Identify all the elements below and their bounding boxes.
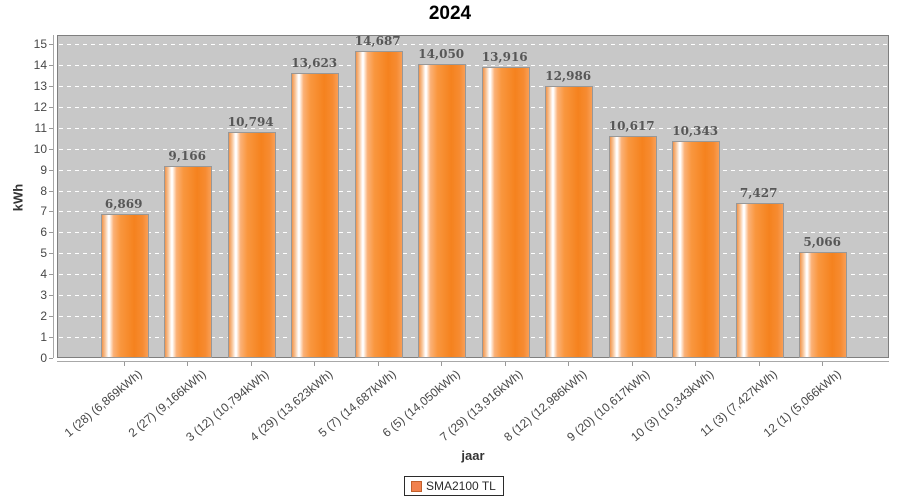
y-axis-line [53, 35, 54, 358]
gridline [59, 232, 887, 234]
y-tick-label: 11 [34, 120, 47, 135]
plot-area [57, 35, 889, 358]
legend: SMA2100 TL [404, 476, 504, 496]
bar-value-label: 13,916 [481, 49, 528, 64]
y-tick-label: 1 [40, 330, 47, 345]
x-tick-mark [377, 362, 379, 366]
gridline [59, 44, 887, 45]
y-tick-label: 12 [33, 99, 47, 114]
chart-title: 2024 [428, 3, 472, 24]
y-tick-mark [49, 64, 53, 66]
y-tick-mark [49, 106, 53, 108]
bar-value-label: 10,617 [608, 118, 655, 133]
gridline [59, 106, 887, 108]
gridline [59, 316, 887, 318]
y-tick-label: 2 [40, 309, 47, 324]
y-tick-label: 14 [33, 57, 47, 72]
x-tick-mark [187, 362, 189, 366]
bar-value-label: 5,066 [803, 234, 841, 249]
x-tick-mark [123, 362, 125, 366]
bar-value-label: 13,623 [291, 55, 338, 70]
gridline [59, 148, 887, 150]
bar-value-label: 10,794 [227, 115, 274, 130]
y-tick-mark [49, 169, 53, 171]
gridline [59, 211, 887, 213]
x-axis-line [57, 361, 889, 362]
gridline [59, 64, 887, 66]
y-tick-label: 10 [33, 141, 47, 156]
x-tick-mark [695, 362, 697, 366]
y-tick-mark [49, 85, 53, 87]
y-tick-label: 15 [33, 37, 47, 51]
bar-value-label: 6,869 [104, 197, 143, 212]
x-tick-mark [822, 362, 824, 366]
gridline [59, 253, 887, 255]
y-tick-label: 4 [40, 267, 47, 282]
y-tick-label: 8 [40, 183, 47, 198]
bar-value-label: 14,687 [354, 33, 401, 48]
y-tick-mark [49, 211, 53, 213]
y-tick-mark [49, 44, 53, 45]
y-tick-mark [49, 358, 53, 359]
bar-month-2 [164, 166, 213, 358]
gridline [59, 190, 887, 192]
bar-month-12 [799, 251, 848, 358]
x-tick-mark [250, 362, 252, 366]
x-tick-mark [631, 362, 633, 366]
y-tick-label: 7 [40, 204, 47, 219]
y-tick-mark [49, 337, 53, 339]
y-tick-label: 9 [40, 162, 47, 177]
gridline [59, 337, 887, 339]
bar-month-3 [227, 132, 276, 358]
bar-month-11 [735, 202, 784, 358]
gridline [59, 85, 887, 87]
x-tick-mark [504, 362, 506, 366]
bar-month-5 [354, 50, 403, 358]
y-tick-label: 0 [40, 351, 47, 365]
bar-month-9 [608, 135, 657, 358]
bar-month-4 [291, 72, 340, 358]
bar-value-label: 14,050 [418, 46, 465, 61]
bar-value-label: 10,343 [672, 124, 719, 139]
y-tick-label: 6 [40, 225, 47, 240]
bar-value-label: 12,986 [545, 69, 592, 84]
bar-month-10 [672, 141, 721, 358]
bar-month-8 [545, 86, 594, 358]
x-tick-mark [568, 362, 570, 366]
gridline [59, 127, 887, 129]
bar-value-label: 7,427 [739, 185, 778, 200]
y-tick-mark [49, 295, 53, 297]
x-tick-mark [758, 362, 760, 366]
gridline [59, 295, 887, 297]
y-tick-mark [49, 316, 53, 318]
y-tick-mark [49, 190, 53, 192]
y-tick-label: 3 [40, 288, 47, 303]
y-tick-mark [49, 253, 53, 255]
y-tick-mark [49, 127, 53, 129]
gridline [59, 169, 887, 171]
gridline [59, 274, 887, 276]
y-tick-mark [49, 274, 53, 276]
x-tick-mark [441, 362, 443, 366]
y-tick-label: 5 [40, 246, 47, 261]
y-tick-label: 13 [33, 78, 47, 93]
x-tick-mark [314, 362, 316, 366]
bar-value-label: 9,166 [168, 149, 206, 164]
y-tick-mark [49, 232, 53, 234]
legend-series-label: SMA2100 TL [426, 479, 496, 493]
y-tick-mark [49, 148, 53, 150]
bar-month-7 [481, 66, 530, 358]
bar-month-6 [418, 63, 467, 358]
x-axis-title: jaar [461, 448, 485, 463]
bar-month-1 [100, 214, 149, 358]
legend-swatch-icon [411, 480, 422, 492]
